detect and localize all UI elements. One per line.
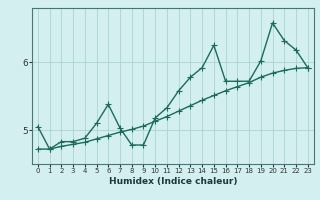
X-axis label: Humidex (Indice chaleur): Humidex (Indice chaleur) bbox=[108, 177, 237, 186]
